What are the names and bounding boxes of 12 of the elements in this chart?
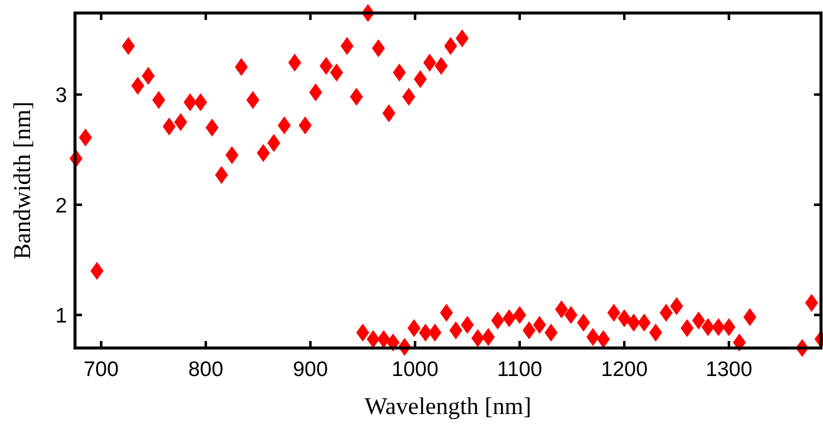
x-tick-label: 1100 (497, 358, 542, 381)
x-tick-label: 1300 (706, 358, 752, 381)
y-axis-title: Bandwidth [nm] (10, 102, 36, 260)
x-tick-label: 800 (188, 358, 224, 381)
x-tick-label: 900 (292, 358, 328, 381)
x-axis-title: Wavelength [nm] (364, 394, 532, 420)
x-tick-label: 700 (84, 358, 119, 381)
x-tick-label: 1200 (600, 358, 648, 381)
x-tick-label: 1000 (392, 358, 438, 381)
y-tick-label: 1 (55, 304, 67, 328)
y-tick-label: 3 (55, 84, 67, 108)
y-tick-label: 2 (55, 194, 67, 218)
